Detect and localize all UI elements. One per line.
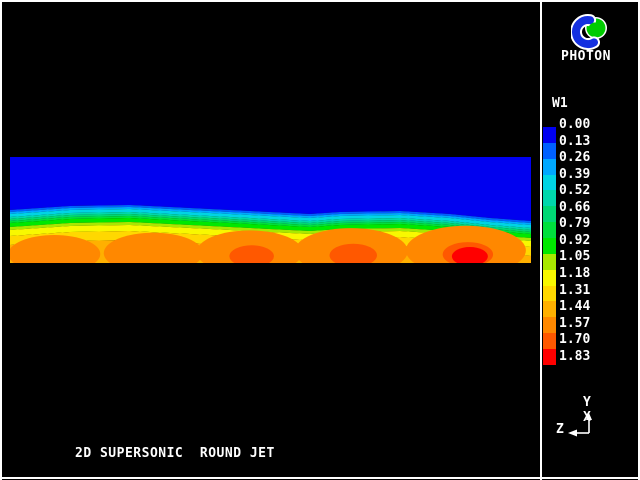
shock-cell	[103, 232, 203, 263]
legend-swatch	[543, 158, 556, 175]
window-border-left	[0, 0, 2, 480]
legend-value: 0.92	[559, 232, 591, 248]
legend-swatch	[543, 301, 556, 318]
axis-label-y: Y	[583, 395, 591, 410]
photon-logo-icon	[570, 12, 609, 50]
logo-green-core	[588, 22, 602, 36]
contour-band	[10, 209, 531, 228]
legend-swatch	[543, 348, 556, 365]
legend-value: 1.83	[559, 348, 591, 364]
sidebar-divider	[540, 0, 542, 480]
legend-value: 0.26	[559, 150, 591, 166]
legend-swatch	[543, 190, 556, 207]
contour-band	[10, 214, 531, 232]
legend-swatch	[543, 317, 556, 334]
legend-swatch	[543, 206, 556, 223]
legend-value: 1.05	[559, 249, 591, 265]
legend-value: 1.57	[559, 315, 591, 331]
legend-value: 1.31	[559, 282, 591, 298]
legend-value: 0.39	[559, 166, 591, 182]
legend-swatch	[543, 285, 556, 302]
window-border-bottom	[0, 477, 640, 479]
legend-value: 1.18	[559, 265, 591, 281]
plot-caption: 2D SUPERSONIC ROUND JET	[75, 446, 275, 461]
axis-label-z: Z	[556, 422, 564, 437]
legend-value: 0.52	[559, 183, 591, 199]
legend-swatch	[543, 333, 556, 350]
legend-value: 1.44	[559, 299, 591, 315]
contour-band	[10, 212, 531, 230]
shock-cell-peak	[451, 247, 488, 263]
legend-swatch	[543, 269, 556, 286]
legend-swatch	[543, 222, 556, 239]
contour-band	[10, 216, 531, 234]
legend-value: 0.79	[559, 216, 591, 232]
legend-value: 1.70	[559, 332, 591, 348]
shock-cell	[10, 235, 101, 263]
legend-swatch	[543, 174, 556, 191]
legend-value: 0.13	[559, 133, 591, 149]
legend-swatch	[543, 237, 556, 254]
legend-swatch	[543, 253, 556, 270]
contour-field	[10, 157, 531, 263]
logo-blue-c	[572, 16, 598, 48]
legend-variable-label: W1	[552, 96, 568, 111]
axis-arrows-icon	[568, 413, 592, 437]
contour-band	[10, 205, 531, 223]
axis-label-x: X	[583, 410, 591, 425]
legend-value: 0.00	[559, 117, 591, 132]
contour-band	[10, 207, 531, 225]
window-border-right	[638, 0, 640, 480]
shock-cell-core	[329, 243, 377, 263]
ambient-region	[10, 157, 531, 221]
window-border-top	[0, 0, 640, 2]
contour-plot	[10, 157, 531, 263]
legend-value: 0.66	[559, 199, 591, 215]
contour-band	[10, 218, 531, 238]
shock-cell-core	[229, 245, 274, 263]
contour-band	[10, 222, 531, 241]
legend-swatch	[543, 142, 556, 159]
legend-swatch	[543, 127, 556, 143]
brand-name: PHOTON	[561, 49, 611, 64]
